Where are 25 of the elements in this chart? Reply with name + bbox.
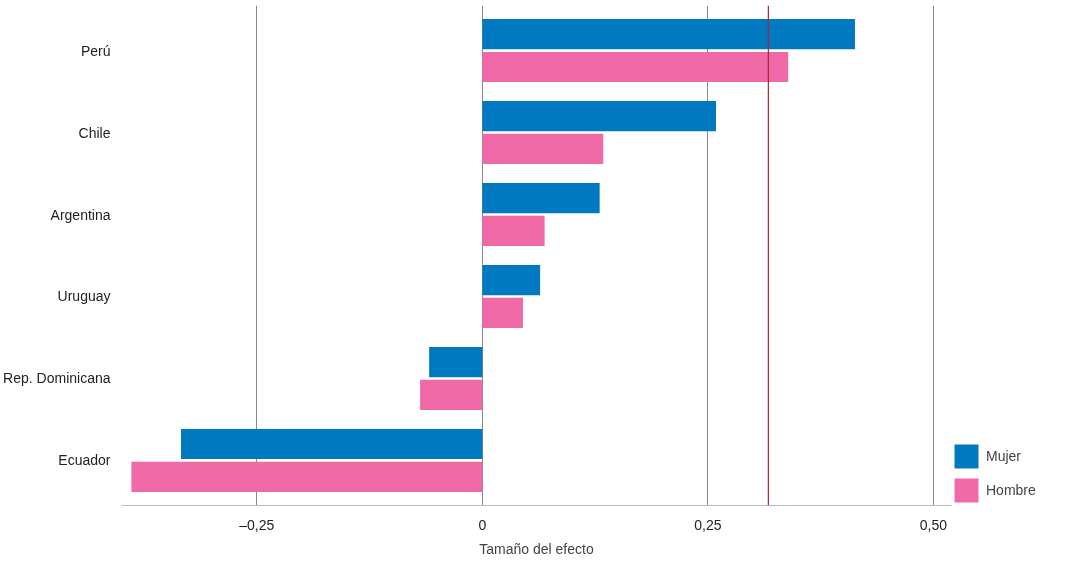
- bar: [482, 51, 789, 83]
- x-tick-label: 0,50: [919, 516, 948, 533]
- x-axis-title: Tamaño del efecto: [479, 540, 594, 557]
- bar: [482, 265, 541, 296]
- x-tick-label: –0,25: [239, 516, 275, 533]
- x-tick-label: 0: [478, 516, 487, 533]
- bar: [482, 215, 545, 246]
- bar: [482, 19, 855, 50]
- y-tick-label: Argentina: [50, 206, 111, 223]
- bar: [482, 183, 600, 214]
- y-tick-label: Uruguay: [57, 288, 111, 305]
- bar: [482, 133, 604, 165]
- y-tick-label: Ecuador: [58, 452, 111, 469]
- bar: [420, 379, 483, 410]
- bar: [131, 461, 483, 492]
- bar: [181, 428, 483, 460]
- legend-label: Hombre: [986, 482, 1036, 498]
- y-tick-label: Chile: [78, 124, 111, 141]
- legend-label: Mujer: [986, 448, 1022, 464]
- y-tick-label: Rep. Dominicana: [3, 370, 111, 387]
- x-tick-label: 0,25: [694, 516, 722, 533]
- bar: [482, 101, 717, 132]
- bar: [429, 346, 483, 378]
- bar: [482, 297, 523, 328]
- y-tick-label: Perú: [80, 42, 111, 59]
